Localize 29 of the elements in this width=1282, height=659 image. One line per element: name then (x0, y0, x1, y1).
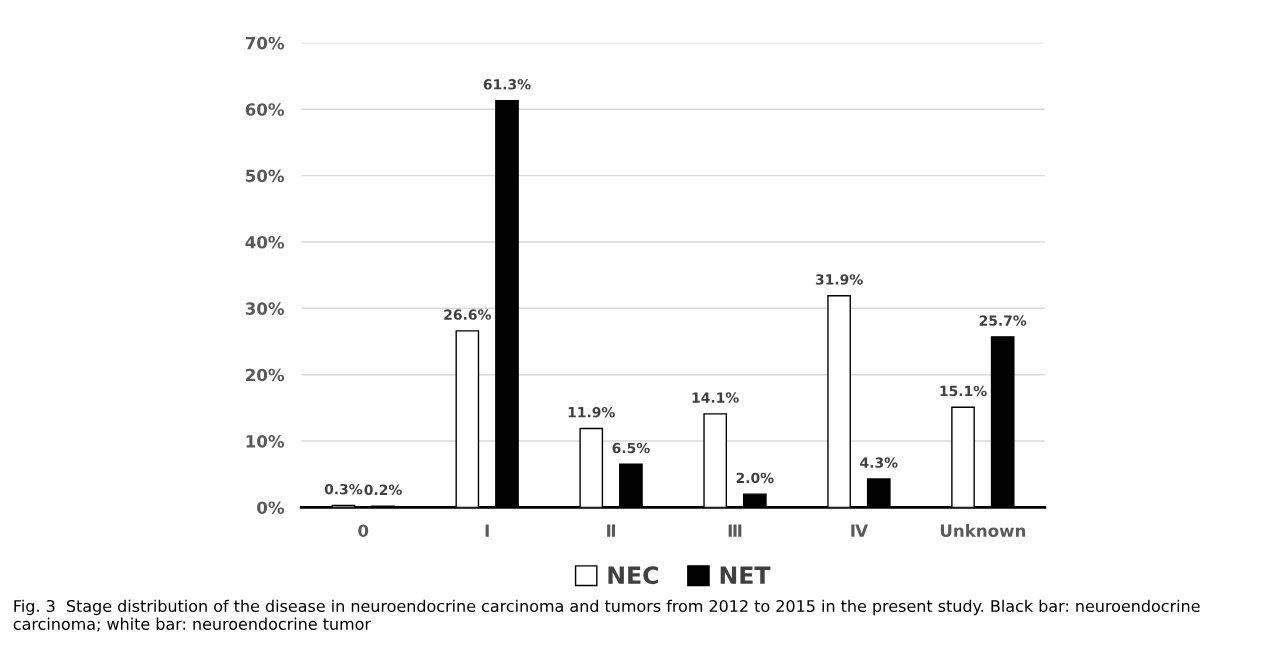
y-tick-label: 10% (246, 435, 285, 448)
data-label: 11.9% (568, 406, 615, 418)
data-label: 25.7% (979, 315, 1027, 326)
x-tick-label: 0 (358, 524, 369, 537)
data-label: 31.9% (815, 274, 863, 285)
x-tick-label: Ⅰ (485, 524, 489, 537)
y-tick-label: 60% (245, 103, 285, 116)
data-label: 2.0% (736, 472, 774, 484)
data-label: 14.1% (692, 392, 739, 403)
data-label: 0.2% (364, 484, 402, 496)
data-label: 26.6% (444, 309, 491, 320)
y-tick-label: 50% (246, 169, 285, 183)
data-label: 4.3% (860, 457, 898, 468)
caption: Fig. 3 Stage distribution of the disease in neuroendocrine carcinoma and tumors from 2012 to 2015 in the present study. Black bar: neuroendocrine carcinoma; white bar: neuroendocrine tumor (13, 599, 1200, 632)
y-tick-label: 0% (257, 501, 285, 514)
legend-label: NET (720, 566, 771, 584)
data-label: 15.1% (940, 385, 987, 397)
y-tick-label: 30% (245, 302, 285, 315)
x-tick-label: Ⅲ (728, 524, 742, 537)
x-tick-label: Ⅳ (851, 524, 869, 537)
legend-label: NEC (608, 566, 658, 585)
x-tick-label: Ⅱ (607, 524, 616, 537)
y-tick-label: 70% (245, 36, 285, 50)
x-tick-label: Unknown (940, 524, 1026, 537)
data-label: 61.3% (483, 79, 531, 90)
y-tick-label: 20% (246, 368, 285, 382)
data-label: 0.3% (324, 483, 363, 495)
y-tick-label: 40% (245, 235, 285, 249)
data-label: 6.5% (612, 442, 650, 454)
